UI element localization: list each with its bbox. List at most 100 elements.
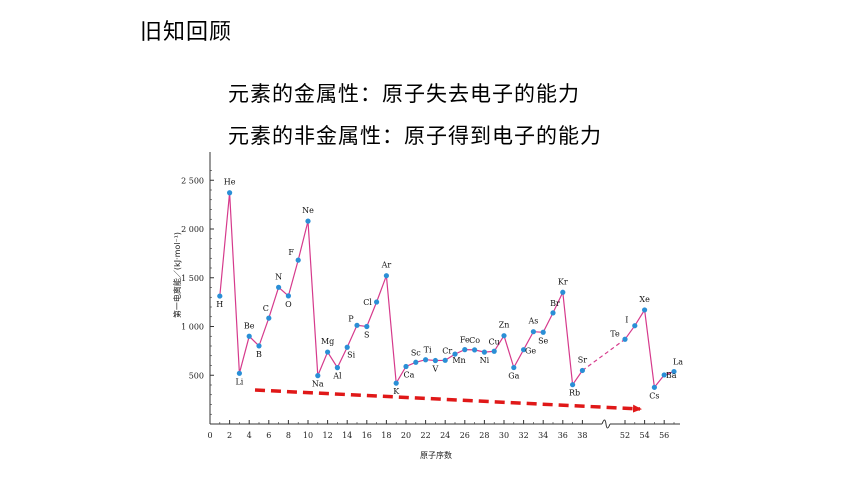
element-label-i: I — [625, 316, 628, 325]
element-label-f: F — [288, 248, 294, 257]
element-label-te: Te — [610, 329, 620, 338]
data-point-f — [295, 257, 301, 263]
element-label-cl: Cl — [363, 298, 372, 307]
trend-arrow — [254, 388, 642, 413]
x-axis-break-mark — [601, 419, 611, 429]
element-label-s: S — [364, 331, 369, 340]
data-point-la — [671, 368, 677, 375]
data-point-s — [364, 323, 370, 330]
data-point-ni — [481, 349, 487, 355]
data-point-cu — [491, 348, 497, 354]
x-tick-label: 6 — [266, 431, 271, 440]
element-label-kr: Kr — [558, 277, 568, 286]
element-label-mg: Mg — [321, 337, 334, 346]
slide-title: 旧知回顾 — [140, 20, 233, 45]
data-point-ti — [423, 357, 429, 363]
y-tick-label: 2 000 — [181, 225, 204, 234]
data-point-te — [622, 336, 628, 342]
x-tick-label: 20 — [401, 431, 411, 440]
element-label-na: Na — [312, 380, 324, 389]
x-tick-label: 12 — [323, 431, 333, 440]
data-point-ne — [305, 218, 311, 224]
element-label-se: Se — [538, 336, 548, 345]
element-label-br: Br — [550, 299, 560, 308]
data-point-zn — [501, 333, 507, 339]
element-label-xe: Xe — [639, 295, 650, 304]
data-point-he — [227, 190, 233, 196]
element-label-cr: Cr — [442, 346, 452, 355]
y-tick-label: 1 500 — [181, 274, 204, 283]
y-tick-label: 1 000 — [181, 323, 204, 332]
element-label-ar: Ar — [381, 261, 392, 270]
data-point-ca — [403, 363, 409, 370]
element-label-mn: Mn — [452, 356, 465, 365]
data-point-sc — [413, 359, 419, 365]
data-point-b — [256, 343, 262, 349]
element-label-zn: Zn — [499, 321, 510, 330]
data-point-mg — [325, 349, 331, 355]
element-label-sc: Sc — [411, 348, 421, 357]
element-label-ba: Ba — [666, 371, 677, 380]
y-tick-label: 500 — [189, 371, 204, 380]
element-label-fe: Fe — [460, 336, 470, 345]
x-tick-label: 34 — [538, 431, 548, 440]
x-tick-label: 30 — [499, 431, 509, 440]
y-axis-title: 第一电离能／(kJ·mol⁻¹) — [172, 232, 182, 318]
data-point-br — [550, 310, 556, 316]
x-tick-label: 52 — [620, 431, 630, 440]
element-label-si: Si — [347, 350, 355, 359]
x-tick-label: 14 — [342, 431, 352, 440]
data-point-co — [472, 347, 478, 353]
x-tick-label: 16 — [362, 431, 372, 440]
x-tick-label: 32 — [519, 431, 529, 440]
data-point-fe — [462, 347, 468, 353]
x-tick-label: 36 — [558, 431, 568, 440]
data-point-h — [217, 293, 223, 299]
element-label-as: As — [527, 317, 538, 326]
data-point-kr — [560, 289, 566, 295]
data-point-na — [315, 373, 321, 379]
element-label-li: Li — [235, 377, 243, 386]
nonmetallic-definition: 元素的非金属性：原子得到电子的能力 — [228, 124, 602, 148]
element-label-ge: Ge — [525, 347, 536, 356]
data-point-li — [236, 370, 242, 376]
data-point-si — [344, 344, 350, 350]
x-tick-label: 2 — [227, 431, 232, 440]
element-label-la: La — [673, 358, 683, 367]
data-point-ba — [661, 372, 667, 378]
data-point-v — [432, 357, 438, 364]
element-label-be: Be — [244, 321, 255, 330]
element-label-ni: Ni — [480, 356, 490, 365]
series-line-left — [219, 192, 583, 387]
x-tick-label: 0 — [207, 431, 212, 440]
element-label-ti: Ti — [424, 346, 432, 355]
data-point-k — [393, 380, 399, 386]
element-label-cs: Cs — [649, 391, 659, 400]
x-tick-label: 18 — [381, 431, 391, 440]
element-label-rb: Rb — [569, 389, 580, 398]
element-label-ca: Ca — [404, 370, 415, 379]
data-point-n — [276, 284, 282, 290]
data-point-al — [334, 365, 340, 371]
data-point-i — [632, 323, 638, 329]
element-label-p: P — [348, 314, 354, 323]
data-point-se — [540, 329, 546, 335]
data-point-cl — [374, 299, 380, 305]
data-point-mn — [452, 351, 458, 357]
element-label-co: Co — [469, 336, 480, 345]
data-point-sr — [579, 367, 586, 374]
element-label-n: N — [275, 272, 282, 281]
data-point-o — [285, 293, 291, 299]
x-tick-label: 8 — [286, 431, 291, 440]
data-point-cr — [442, 357, 448, 363]
element-label-c: C — [263, 304, 269, 313]
metallic-definition: 元素的金属性：原子失去电子的能力 — [228, 82, 580, 106]
element-label-sr: Sr — [578, 355, 587, 364]
element-label-b: B — [256, 350, 262, 359]
y-tick-label: 2 500 — [181, 176, 204, 185]
element-label-ne: Ne — [302, 206, 314, 215]
x-tick-label: 28 — [479, 431, 489, 440]
element-label-ga: Ga — [508, 372, 519, 381]
data-point-be — [246, 333, 252, 339]
